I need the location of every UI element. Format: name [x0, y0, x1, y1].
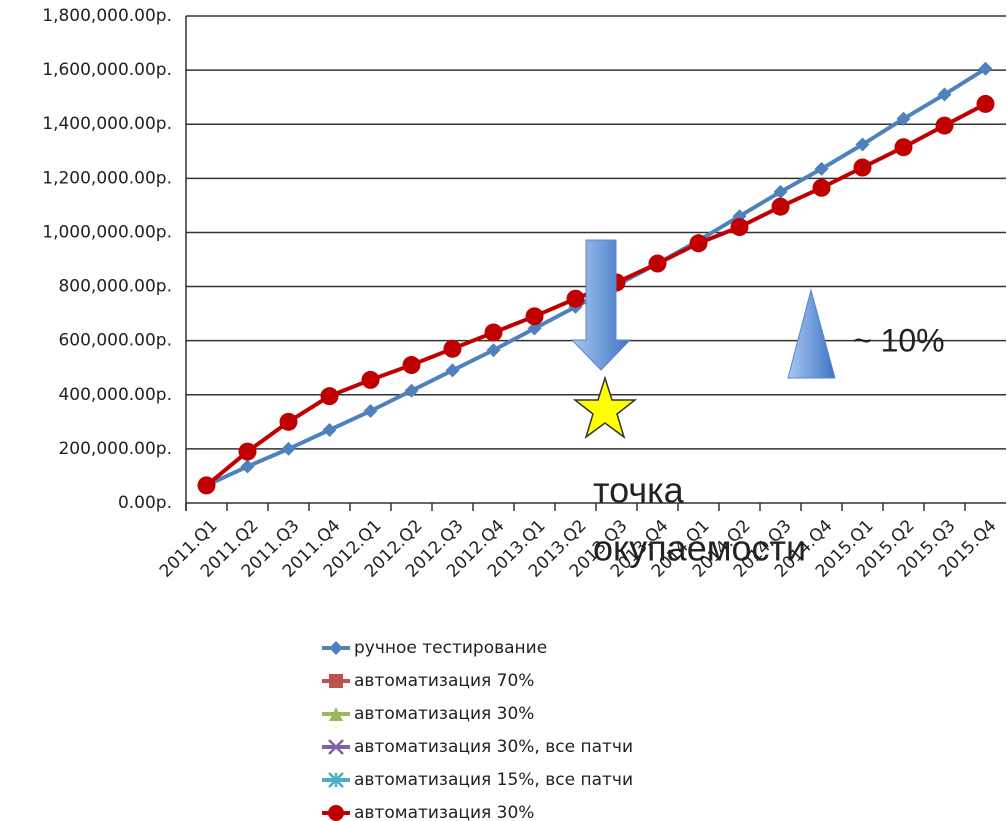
marker: [197, 476, 216, 495]
star: [572, 375, 638, 439]
marker: [361, 370, 380, 389]
y-tick-label: 800,000.00р.: [58, 277, 172, 297]
marker: [566, 289, 585, 308]
marker: [814, 161, 829, 176]
marker: [329, 641, 343, 655]
marker: [896, 111, 911, 126]
y-tick-label: 1,800,000.00р.: [42, 6, 172, 26]
annotation: точка: [593, 470, 685, 511]
y-tick-label: 1,600,000.00р.: [42, 60, 172, 80]
marker: [281, 441, 296, 456]
marker: [812, 178, 831, 197]
marker: [443, 339, 462, 358]
plot-area: 0.00р. 200,000.00р. 400,000.00р. 600,000.00…: [42, 6, 1006, 582]
marker: [322, 422, 337, 437]
marker: [689, 234, 708, 253]
marker: [404, 383, 419, 398]
marker: [484, 323, 503, 342]
marker: [773, 184, 788, 199]
y-tick-label: 1,000,000.00р.: [42, 222, 172, 242]
y-tick-label: 600,000.00р.: [58, 331, 172, 351]
marker: [402, 356, 421, 375]
marker: [527, 321, 542, 336]
marker: [445, 363, 460, 378]
marker: [328, 805, 344, 821]
marker: [486, 343, 501, 358]
annotation: ~ 10%: [853, 322, 945, 358]
marker: [363, 404, 378, 419]
marker: [320, 387, 339, 406]
legend-label: ручное тестирование: [354, 638, 547, 658]
marker: [238, 442, 257, 461]
y-tick-label: 200,000.00р.: [58, 439, 172, 459]
marker: [978, 61, 993, 76]
marker: [328, 772, 344, 788]
annotation: окупаемости: [593, 528, 806, 569]
marker: [976, 94, 995, 113]
marker: [855, 137, 870, 152]
marker: [853, 158, 872, 177]
legend-label: автоматизация 30%, все патчи: [354, 737, 633, 757]
y-tick-label: 0.00р.: [118, 493, 172, 513]
marker: [894, 138, 913, 157]
legend-label: автоматизация 30%: [354, 803, 534, 821]
marker: [240, 459, 255, 474]
legend-label: автоматизация 30%: [354, 704, 534, 724]
marker: [730, 218, 749, 237]
marker: [771, 197, 790, 216]
marker: [329, 674, 343, 688]
legend: ручное тестирование автоматизация 70% авто…: [322, 638, 633, 821]
y-tick-label: 1,200,000.00р.: [42, 168, 172, 188]
up-arrow: [787, 288, 836, 379]
marker: [525, 307, 544, 326]
y-tick-label: 400,000.00р.: [58, 385, 172, 405]
marker: [329, 707, 343, 721]
marker: [648, 254, 667, 273]
y-tick-label: 1,400,000.00р.: [42, 114, 172, 134]
marker: [935, 116, 954, 135]
legend-label: автоматизация 15%, все патчи: [354, 770, 633, 790]
marker: [328, 739, 344, 755]
marker: [279, 412, 298, 431]
legend-label: автоматизация 70%: [354, 671, 534, 691]
overlay: точка окупаемости ~ 10%: [570, 239, 945, 569]
marker: [937, 87, 952, 102]
down-arrow: [570, 239, 632, 371]
